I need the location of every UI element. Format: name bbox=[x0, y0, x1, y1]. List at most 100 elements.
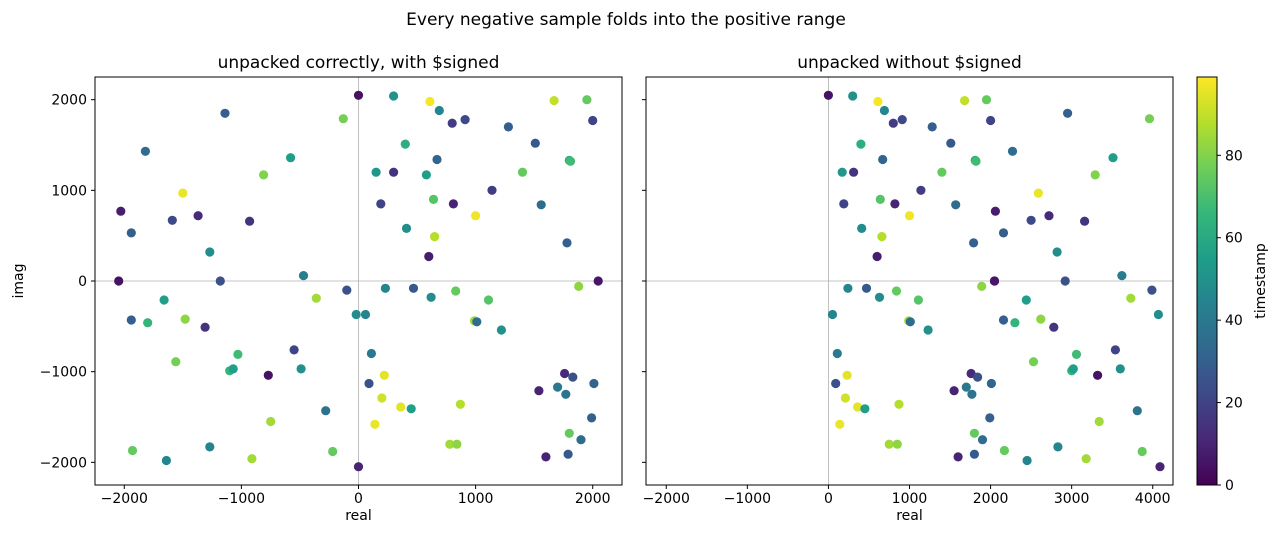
scatter-point bbox=[916, 185, 926, 195]
panel-title: unpacked correctly, with $signed bbox=[218, 53, 500, 73]
y-tick-label: −1000 bbox=[40, 365, 87, 381]
scatter-point bbox=[541, 452, 551, 462]
scatter-point bbox=[823, 90, 834, 100]
scatter-point bbox=[171, 357, 181, 367]
scatter-point bbox=[969, 449, 980, 459]
scatter-point bbox=[401, 223, 412, 233]
colorbar-tick-label: 20 bbox=[1225, 396, 1243, 412]
scatter-point bbox=[1080, 216, 1090, 226]
scatter-point bbox=[342, 285, 352, 295]
scatter-point bbox=[298, 271, 309, 281]
scatter-point bbox=[430, 232, 440, 242]
colorbar-tick-label: 60 bbox=[1225, 231, 1243, 247]
scatter-point bbox=[877, 232, 887, 242]
scatter-point bbox=[200, 322, 210, 332]
scatter-point bbox=[371, 167, 381, 177]
scatter-point bbox=[563, 449, 573, 459]
scatter-point bbox=[1117, 271, 1127, 281]
scatter-point bbox=[1153, 309, 1163, 320]
scatter-point bbox=[576, 435, 586, 445]
scatter-point bbox=[1063, 108, 1073, 118]
scatter-point bbox=[376, 199, 386, 209]
scatter-point bbox=[998, 315, 1009, 325]
scatter-point bbox=[421, 170, 431, 180]
scatter-point bbox=[400, 139, 410, 149]
scatter-point bbox=[1094, 416, 1104, 427]
scatter-point bbox=[1137, 446, 1147, 457]
scatter-point bbox=[445, 439, 455, 449]
scatter-point bbox=[220, 108, 230, 118]
x-tick-label: −1000 bbox=[724, 491, 771, 507]
scatter-point bbox=[873, 96, 883, 107]
scatter-point bbox=[503, 122, 513, 132]
scatter-point bbox=[471, 211, 481, 221]
scatter-point bbox=[827, 309, 838, 320]
scatter-point bbox=[380, 283, 390, 293]
scatter-point bbox=[460, 115, 470, 125]
scatter-point bbox=[564, 428, 574, 438]
scatter-point bbox=[839, 199, 849, 209]
scatter-point bbox=[986, 115, 996, 126]
scatter-point bbox=[856, 139, 866, 149]
scatter-point bbox=[990, 206, 1001, 216]
scatter-point bbox=[1126, 293, 1136, 303]
scatter-point bbox=[967, 389, 977, 399]
colorbar-tick-label: 80 bbox=[1225, 148, 1243, 164]
scatter-point bbox=[351, 309, 361, 320]
scatter-point bbox=[180, 314, 190, 324]
scatter-point bbox=[874, 292, 885, 302]
scatter-point bbox=[167, 215, 177, 225]
scatter-point bbox=[568, 372, 578, 382]
scatter-point bbox=[452, 439, 462, 449]
scatter-point bbox=[937, 167, 947, 177]
y-tick-label: −2000 bbox=[40, 455, 87, 471]
scatter-point bbox=[875, 194, 885, 204]
scatter-point bbox=[904, 211, 915, 221]
left-scatter-panel: unpacked correctly, with $signed −2000 −10… bbox=[11, 53, 623, 524]
scatter-point bbox=[989, 276, 1000, 286]
colorbar-tick-label: 0 bbox=[1225, 478, 1234, 494]
scatter-point bbox=[116, 206, 126, 216]
scatter-point bbox=[426, 292, 436, 302]
scatter-point bbox=[205, 442, 215, 452]
x-tick-label: 2000 bbox=[575, 491, 611, 507]
scatter-point bbox=[487, 185, 497, 195]
scatter-point bbox=[1155, 462, 1165, 472]
scatter-point bbox=[857, 223, 867, 233]
scatter-point bbox=[338, 114, 348, 124]
scatter-point bbox=[1044, 211, 1054, 221]
scatter-point bbox=[849, 167, 859, 177]
x-tick-label: −2000 bbox=[101, 491, 148, 507]
scatter-point bbox=[969, 428, 980, 438]
scatter-point bbox=[1033, 188, 1043, 198]
scatter-point bbox=[1049, 322, 1059, 332]
x-tick-label: 0 bbox=[354, 491, 363, 507]
scatter-point bbox=[311, 293, 321, 303]
scatter-point bbox=[1132, 406, 1142, 416]
scatter-point bbox=[969, 238, 979, 248]
scatter-point bbox=[553, 382, 563, 392]
x-tick-label: 3000 bbox=[1054, 491, 1090, 507]
scatter-point bbox=[424, 251, 434, 262]
scatter-point bbox=[389, 91, 399, 101]
scatter-point bbox=[913, 295, 924, 305]
scatter-point bbox=[878, 154, 888, 165]
scatter-point bbox=[233, 349, 243, 359]
scatter-point bbox=[143, 318, 153, 328]
x-axis-label: real bbox=[345, 508, 372, 524]
scatter-point bbox=[905, 317, 915, 327]
scatter-point bbox=[860, 404, 870, 414]
scatter-point bbox=[977, 281, 987, 291]
scatter-point bbox=[377, 393, 387, 403]
scatter-point bbox=[266, 416, 276, 427]
scatter-point bbox=[434, 105, 444, 116]
scatter-point bbox=[949, 386, 959, 396]
scatter-point bbox=[842, 370, 852, 380]
scatter-point bbox=[574, 281, 584, 291]
scatter-point bbox=[861, 283, 872, 293]
scatter-point bbox=[406, 404, 416, 414]
scatter-point bbox=[892, 439, 902, 449]
scatter-point bbox=[953, 452, 963, 462]
x-tick-label: 1000 bbox=[892, 491, 928, 507]
scatter-point bbox=[998, 228, 1009, 238]
